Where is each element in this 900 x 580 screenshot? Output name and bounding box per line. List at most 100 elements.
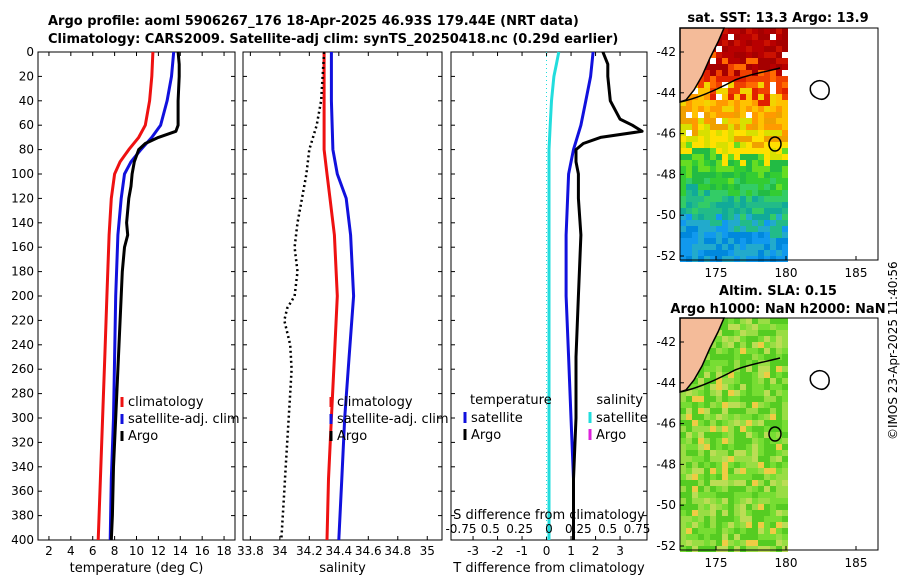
map-y-tick-label: -48: [656, 167, 676, 181]
map-cell: [692, 432, 698, 438]
map-cell: [746, 330, 752, 336]
map-cell: [722, 100, 728, 106]
map-cell: [764, 148, 770, 154]
map-cell: [740, 136, 746, 142]
map-cell: [716, 456, 722, 462]
map-cell: [776, 366, 782, 372]
map-cell: [740, 378, 746, 384]
map-cell: [782, 510, 788, 516]
map-cell: [752, 372, 758, 378]
map-cell: [740, 504, 746, 510]
map-cell: [776, 220, 782, 226]
map-cell: [770, 378, 776, 384]
map-cell: [698, 468, 704, 474]
map-cell: [764, 456, 770, 462]
map-cell: [722, 250, 728, 256]
map-cell: [692, 474, 698, 480]
map-cell: [746, 250, 752, 256]
map-cell: [686, 462, 692, 468]
map-cell: [770, 432, 776, 438]
map-cell: [770, 462, 776, 468]
map-cell: [734, 58, 740, 64]
map-cell: [728, 82, 734, 88]
x-tick-label: 3: [616, 544, 624, 558]
map-cell: [710, 468, 716, 474]
map-cell: [722, 184, 728, 190]
map-cell: [776, 450, 782, 456]
map-cell: [734, 184, 740, 190]
map-cell: [776, 336, 782, 342]
map-cell: [734, 330, 740, 336]
map-cell: [722, 34, 728, 40]
map-cell: [752, 220, 758, 226]
map-cell: [740, 100, 746, 106]
map-cell: [710, 438, 716, 444]
sla-map: -42 -44 -46 -48 -50 -52 175 180 185: [656, 317, 879, 570]
map-cell: [776, 106, 782, 112]
map-cell: [722, 238, 728, 244]
map-cell: [782, 64, 788, 70]
map-cell: [770, 342, 776, 348]
map-cell: [716, 142, 722, 148]
map-cell: [740, 348, 746, 354]
map-cell: [716, 540, 722, 546]
map-cell: [746, 318, 752, 324]
map-cell: [758, 232, 764, 238]
map-cell: [782, 52, 788, 58]
map-cell: [680, 250, 686, 256]
map-cell: [770, 154, 776, 160]
map-cell: [758, 474, 764, 480]
y-tick-label: 320: [11, 435, 34, 449]
map-cell: [692, 160, 698, 166]
y-tick-label: 160: [11, 240, 34, 254]
map-cell: [782, 414, 788, 420]
map-cell: [752, 46, 758, 52]
map-cell: [716, 450, 722, 456]
map-cell: [710, 136, 716, 142]
map-cell: [782, 480, 788, 486]
map-cell: [734, 426, 740, 432]
map-cell: [710, 402, 716, 408]
map-cell: [722, 232, 728, 238]
map-cell: [740, 354, 746, 360]
map-cell: [704, 82, 710, 88]
map-cell: [698, 426, 704, 432]
map-cell: [734, 336, 740, 342]
map-cell: [692, 196, 698, 202]
map-cell: [686, 178, 692, 184]
map-cell: [764, 348, 770, 354]
map-cell: [728, 28, 734, 34]
map-cell: [764, 528, 770, 534]
map-cell: [782, 106, 788, 112]
map-cell: [770, 474, 776, 480]
map-cell: [680, 492, 686, 498]
map-cell: [680, 106, 686, 112]
x2-tick-label: 0.75: [624, 522, 651, 536]
map-cell: [758, 318, 764, 324]
map-cell: [698, 420, 704, 426]
map-cell: [746, 136, 752, 142]
map-cell: [722, 46, 728, 52]
map-cell: [752, 70, 758, 76]
map-cell: [704, 444, 710, 450]
map-cell: [692, 250, 698, 256]
map-cell: [758, 118, 764, 124]
map-cell: [764, 366, 770, 372]
map-cell: [770, 130, 776, 136]
map-cell: [716, 118, 722, 124]
map-cell: [716, 238, 722, 244]
map-cell: [758, 486, 764, 492]
map-cell: [746, 40, 752, 46]
map-cell: [764, 486, 770, 492]
map-cell: [776, 166, 782, 172]
map-cell: [698, 220, 704, 226]
map-cell: [752, 196, 758, 202]
map-cell: [734, 124, 740, 130]
map-cell: [734, 238, 740, 244]
map-cell: [680, 202, 686, 208]
map-cell: [764, 238, 770, 244]
map-cell: [722, 492, 728, 498]
map-cell: [746, 172, 752, 178]
map-cell: [764, 402, 770, 408]
map-cell: [758, 342, 764, 348]
